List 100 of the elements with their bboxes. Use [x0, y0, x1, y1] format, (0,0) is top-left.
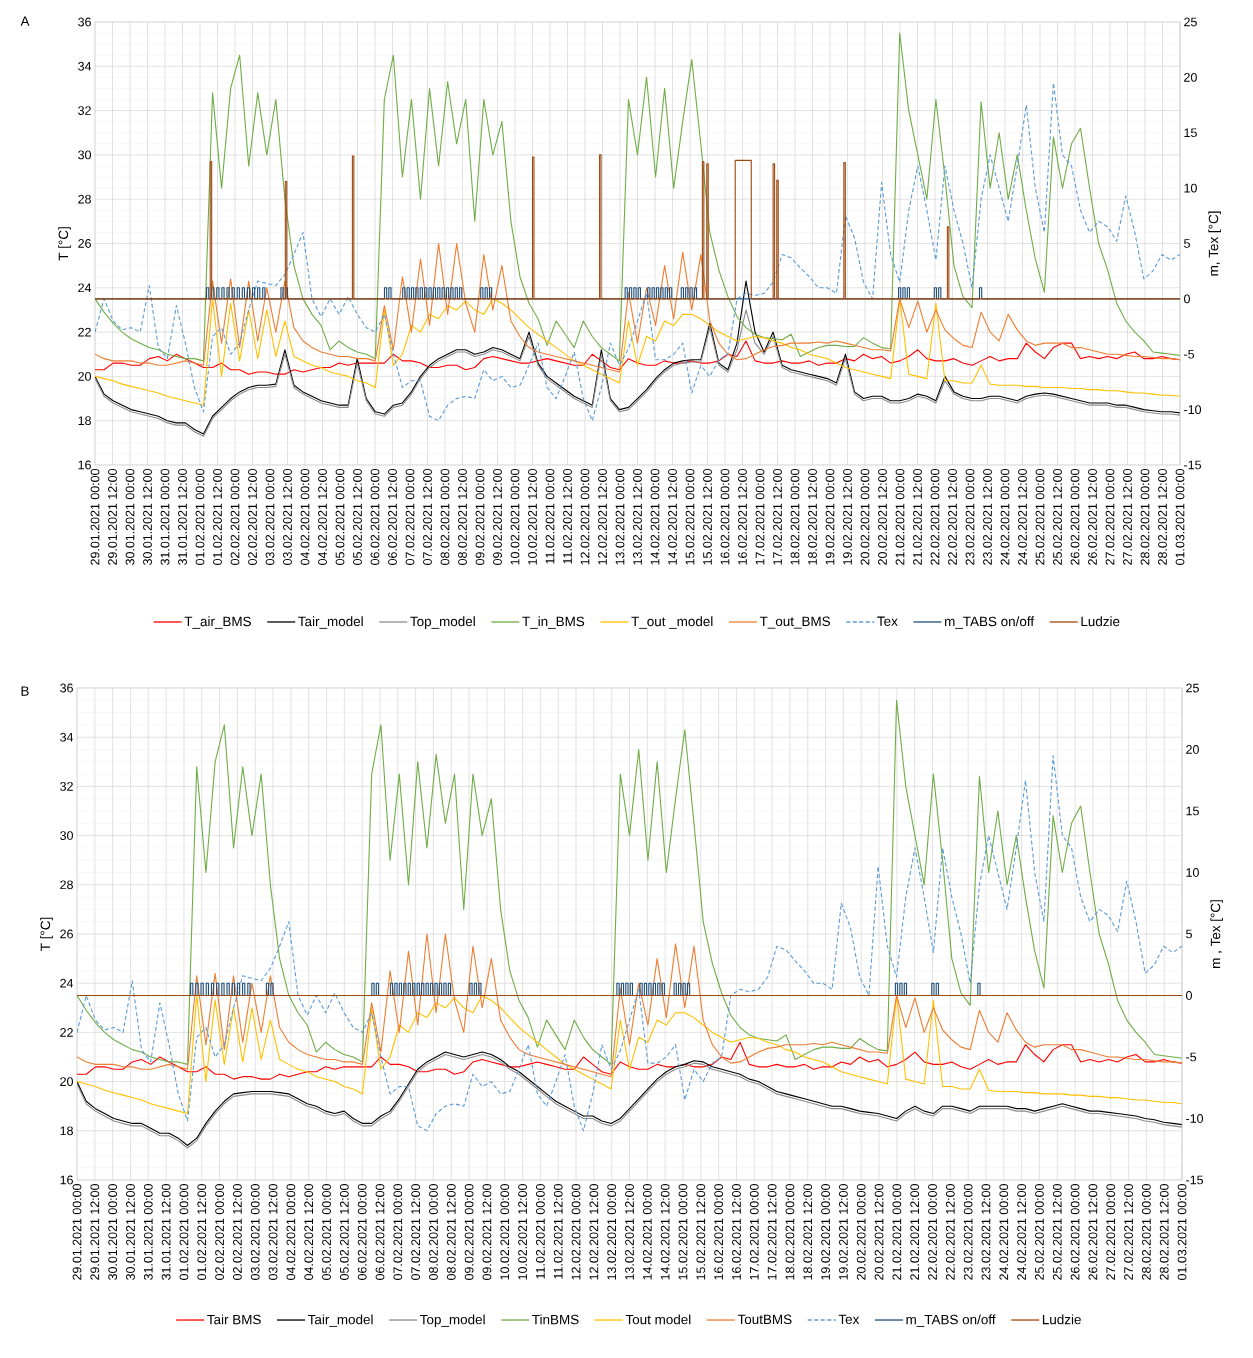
- x-tick-label: 07.02.2021 12:00: [411, 1184, 421, 1280]
- x-tick-label: 25.02.2021 12:00: [1052, 1184, 1062, 1280]
- x-tick-label: 20.02.2021 00:00: [856, 1184, 866, 1280]
- chart-title: B: [21, 686, 29, 696]
- y-tick-label: 18: [60, 1126, 73, 1136]
- legend-label: T_out_BMS: [759, 616, 831, 629]
- x-tick-label: 21.02.2021 12:00: [910, 1184, 920, 1280]
- x-tick-label: 25.02.2021 12:00: [1053, 469, 1062, 565]
- x-tick-label: 10.02.2021 00:00: [500, 1184, 510, 1280]
- x-tick-label: 10.02.2021 12:00: [518, 1184, 527, 1280]
- y2-tick-label: -15: [1184, 460, 1201, 470]
- y2-tick-label: -10: [1184, 405, 1202, 415]
- x-tick-label: 04.02.2021 00:00: [286, 1184, 296, 1280]
- x-tick-label: 08.02.2021 12:00: [458, 469, 467, 565]
- x-tick-label: 03.02.2021 12:00: [283, 469, 292, 565]
- legend-label: Top_model: [420, 1314, 485, 1327]
- y-tick-label: 16: [78, 460, 91, 470]
- x-tick-label: 26.02.2021 00:00: [1070, 469, 1080, 565]
- x-tick-label: 22.02.2021 00:00: [928, 1184, 937, 1280]
- x-tick-label: 02.02.2021 12:00: [233, 1184, 242, 1280]
- x-tick-label: 10.02.2021 12:00: [528, 469, 537, 565]
- y-tick-label: 36: [78, 17, 91, 27]
- x-tick-label: 28.02.2021 12:00: [1158, 469, 1167, 565]
- x-tick-label: 16.02.2021 00:00: [720, 469, 730, 565]
- legend-label: m_TABS on/off: [906, 1314, 996, 1327]
- x-tick-label: 27.02.2021 00:00: [1105, 469, 1115, 565]
- x-tick-label: 19.02.2021 00:00: [821, 1184, 830, 1280]
- x-tick-label: 12.02.2021 12:00: [589, 1184, 599, 1280]
- x-tick-label: 09.02.2021 00:00: [475, 469, 485, 565]
- x-tick-label: 13.02.2021 12:00: [625, 1184, 634, 1280]
- x-tick-label: 25.02.2021 00:00: [1035, 1184, 1044, 1280]
- y2-tick-label: 5: [1186, 929, 1192, 939]
- x-tick-label: 11.02.2021 00:00: [536, 1184, 545, 1279]
- x-tick-label: 22.02.2021 12:00: [948, 469, 957, 565]
- x-tick-label: 16.02.2021 12:00: [732, 1184, 741, 1280]
- y2-tick-label: 15: [1184, 128, 1197, 138]
- x-tick-label: 13.02.2021 00:00: [607, 1184, 617, 1280]
- y-axis-title: T [°C]: [58, 227, 71, 261]
- legend-label: m_TABS on/off: [945, 616, 1035, 629]
- x-tick-label: 01.03.2021 00:00: [1177, 1184, 1187, 1280]
- x-tick-label: 09.02.2021 00:00: [464, 1184, 474, 1280]
- y-tick-label: 18: [78, 416, 91, 426]
- x-tick-label: 14.02.2021 12:00: [668, 469, 677, 565]
- y2-tick-label: 25: [1186, 683, 1199, 693]
- legend-label: Ludzie: [1042, 1314, 1081, 1325]
- x-tick-label: 13.02.2021 00:00: [615, 469, 625, 565]
- x-tick-label: 16.02.2021 12:00: [738, 469, 747, 565]
- y2-tick-label: 10: [1186, 868, 1199, 877]
- x-tick-label: 02.02.2021 00:00: [215, 1184, 224, 1280]
- legend-label: Tex: [838, 1314, 860, 1325]
- x-tick-label: 21.02.2021 12:00: [913, 469, 922, 565]
- y2-tick-label: -5: [1186, 1052, 1197, 1062]
- x-tick-label: 02.02.2021 12:00: [248, 469, 257, 565]
- x-tick-label: 29.01.2021 12:00: [90, 1184, 100, 1280]
- x-tick-label: 18.02.2021 00:00: [785, 1184, 795, 1280]
- x-tick-label: 03.02.2021 12:00: [268, 1184, 278, 1280]
- y-axis-title: T [°C]: [40, 917, 53, 951]
- x-tick-label: 26.02.2021 00:00: [1070, 1184, 1080, 1280]
- y2-tick-label: 20: [1184, 72, 1197, 82]
- y-tick-label: 32: [60, 781, 73, 791]
- x-tick-label: 18.02.2021 00:00: [790, 469, 800, 565]
- y-tick-label: 30: [78, 150, 91, 160]
- x-tick-label: 05.02.2021 12:00: [353, 469, 362, 565]
- x-tick-label: 15.02.2021 00:00: [685, 469, 695, 565]
- x-tick-label: 20.02.2021 12:00: [878, 469, 887, 565]
- x-tick-label: 23.02.2021 00:00: [963, 1184, 973, 1280]
- x-tick-label: 13.02.2021 12:00: [633, 469, 642, 565]
- y2-tick-label: 0: [1184, 294, 1190, 304]
- x-tick-label: 01.02.2021 00:00: [195, 469, 205, 565]
- x-tick-label: 03.02.2021 00:00: [250, 1184, 260, 1280]
- y2-tick-label: 20: [1186, 745, 1199, 754]
- x-tick-label: 30.01.2021 00:00: [108, 1184, 118, 1280]
- x-tick-label: 09.02.2021 12:00: [493, 469, 502, 565]
- x-tick-label: 29.01.2021 00:00: [90, 469, 100, 565]
- chart-title: A: [20, 16, 30, 26]
- x-tick-label: 11.02.2021 12:00: [563, 469, 572, 564]
- y-tick-label: 34: [60, 732, 74, 742]
- y-tick-label: 28: [60, 880, 73, 890]
- y-tick-label: 20: [60, 1077, 73, 1086]
- x-tick-label: 10.02.2021 00:00: [510, 469, 520, 565]
- x-tick-label: 01.02.2021 12:00: [213, 469, 222, 565]
- x-tick-label: 17.02.2021 12:00: [767, 1184, 777, 1280]
- legend-label: T_in_BMS: [522, 616, 585, 629]
- line-series: [95, 82, 1181, 422]
- y2-tick-label: -10: [1186, 1114, 1204, 1123]
- x-tick-label: 07.02.2021 12:00: [423, 469, 432, 565]
- y-tick-label: 28: [78, 194, 91, 204]
- x-tick-label: 31.01.2021 12:00: [161, 1184, 171, 1280]
- y-tick-label: 26: [60, 929, 73, 939]
- x-tick-label: 05.02.2021 00:00: [335, 469, 345, 565]
- x-tick-label: 31.01.2021 12:00: [178, 469, 187, 565]
- x-tick-label: 01.03.2021 00:00: [1175, 469, 1185, 565]
- x-tick-label: 30.01.2021 00:00: [125, 469, 135, 565]
- x-tick-label: 23.02.2021 12:00: [981, 1184, 991, 1280]
- x-tick-label: 06.02.2021 12:00: [375, 1184, 385, 1280]
- x-tick-label: 05.02.2021 12:00: [339, 1184, 349, 1280]
- x-tick-label: 25.02.2021 00:00: [1035, 469, 1045, 565]
- legend-label: Tex: [877, 616, 898, 626]
- x-tick-label: 19.02.2021 00:00: [825, 469, 835, 565]
- x-tick-label: 23.02.2021 00:00: [965, 469, 975, 565]
